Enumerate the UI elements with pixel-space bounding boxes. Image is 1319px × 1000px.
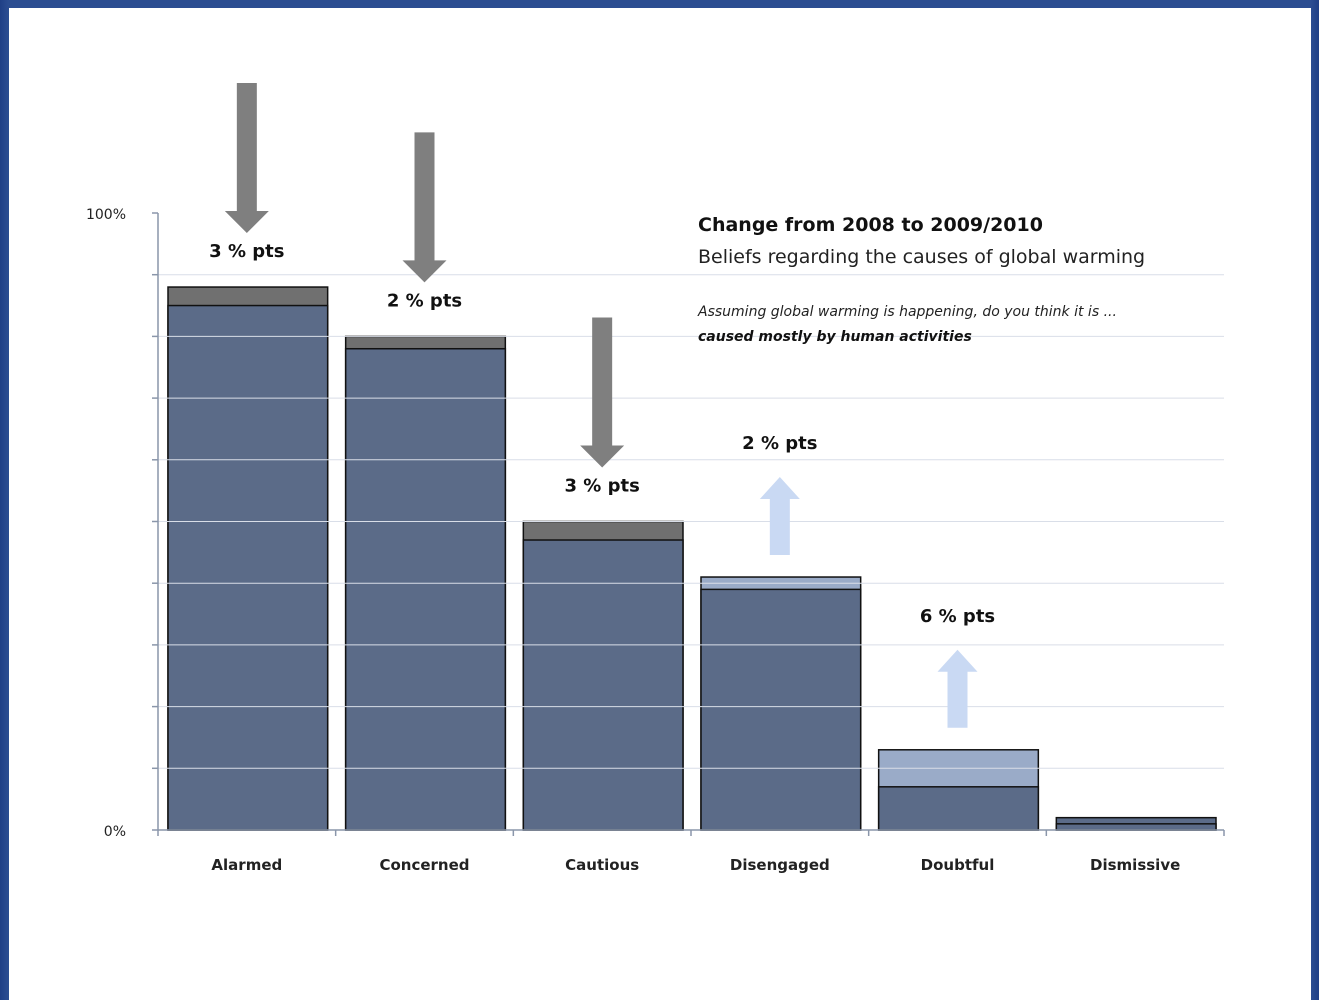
gridlines bbox=[158, 274, 1224, 769]
annotation-question: Assuming global warming is happening, do… bbox=[697, 304, 1117, 320]
change-label-doubtful: 6 % pts bbox=[920, 606, 995, 627]
change-arrows bbox=[224, 83, 978, 728]
bar-current-dismissive bbox=[1055, 823, 1217, 831]
category-label-cautious: Cautious bbox=[565, 856, 639, 874]
bar-current-doubtful bbox=[877, 786, 1040, 831]
category-label-disengaged: Disengaged bbox=[730, 856, 830, 874]
change-label-concerned: 2 % pts bbox=[387, 290, 462, 311]
bar-current-concerned bbox=[344, 347, 507, 831]
change-label-disengaged: 2 % pts bbox=[742, 433, 817, 454]
category-label-alarmed: Alarmed bbox=[211, 856, 282, 874]
annotation-subtitle: Beliefs regarding the causes of global w… bbox=[698, 246, 1145, 268]
arrow-down-icon bbox=[580, 317, 625, 468]
arrow-up-icon bbox=[759, 477, 800, 556]
change-label-cautious: 3 % pts bbox=[565, 476, 640, 497]
chart: Alarmed 3 % pts Concerned 2 % pts Cautious 3 … bbox=[86, 83, 1225, 874]
labels: Alarmed 3 % pts Concerned 2 % pts Cautious 3 … bbox=[86, 207, 1180, 874]
y-tick-label-min: 0% bbox=[104, 824, 126, 840]
category-label-concerned: Concerned bbox=[379, 856, 469, 874]
annotation-title: Change from 2008 to 2009/2010 bbox=[698, 214, 1043, 236]
category-label-doubtful: Doubtful bbox=[921, 856, 995, 874]
annotation-answer: caused mostly by human activities bbox=[698, 329, 972, 345]
arrow-down-icon bbox=[224, 83, 269, 234]
bar-current-disengaged bbox=[700, 588, 862, 831]
bars bbox=[167, 286, 1217, 831]
arrow-up-icon bbox=[937, 649, 978, 728]
arrow-down-icon bbox=[402, 132, 447, 283]
category-label-dismissive: Dismissive bbox=[1090, 856, 1180, 874]
y-tick-label-max: 100% bbox=[86, 207, 126, 223]
change-label-alarmed: 3 % pts bbox=[209, 241, 284, 262]
bar-current-cautious bbox=[522, 539, 684, 831]
slide-panel: Alarmed 3 % pts Concerned 2 % pts Cautious 3 … bbox=[9, 8, 1311, 1000]
axes bbox=[152, 212, 1225, 836]
bar-current-alarmed bbox=[167, 304, 329, 831]
